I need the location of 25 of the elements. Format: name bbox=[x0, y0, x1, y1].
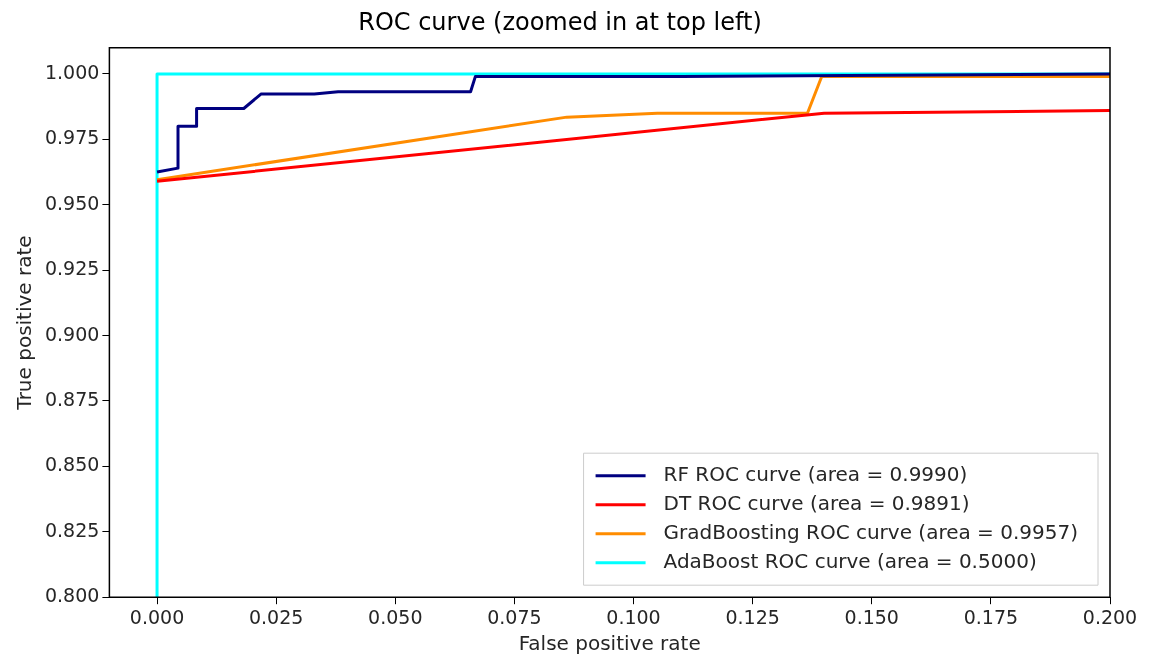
legend-label: GradBoosting ROC curve (area = 0.9957) bbox=[663, 519, 1079, 544]
legend-label: AdaBoost ROC curve (area = 0.5000) bbox=[663, 548, 1037, 573]
y-axis-title: True positive rate bbox=[12, 235, 37, 411]
x-tick-label: 0.050 bbox=[368, 605, 423, 628]
y-tick-label: 0.875 bbox=[44, 387, 100, 410]
x-tick-label: 0.000 bbox=[129, 605, 185, 628]
legend-label: DT ROC curve (area = 0.9891) bbox=[663, 490, 970, 515]
x-tick-label: 0.175 bbox=[963, 605, 1019, 628]
x-axis-title: False positive rate bbox=[518, 631, 701, 656]
x-tick-label: 0.100 bbox=[606, 605, 661, 628]
x-tick-label: 0.075 bbox=[487, 605, 542, 628]
legend-label: RF ROC curve (area = 0.9990) bbox=[663, 461, 968, 486]
y-tick-label: 0.900 bbox=[44, 322, 100, 345]
y-tick-label: 1.000 bbox=[44, 60, 100, 83]
y-tick-label: 0.850 bbox=[44, 453, 100, 476]
y-tick-label: 0.925 bbox=[44, 257, 100, 280]
x-tick-label: 0.150 bbox=[844, 605, 899, 628]
y-tick-label: 0.950 bbox=[44, 191, 100, 214]
y-tick-label: 0.975 bbox=[44, 126, 100, 149]
chart-title: ROC curve (zoomed in at top left) bbox=[358, 7, 762, 36]
y-tick-label: 0.825 bbox=[44, 518, 100, 541]
x-tick-label: 0.125 bbox=[725, 605, 780, 628]
x-tick-label: 0.025 bbox=[248, 605, 304, 628]
y-tick-label: 0.800 bbox=[44, 584, 100, 607]
x-tick-label: 0.200 bbox=[1082, 605, 1138, 628]
